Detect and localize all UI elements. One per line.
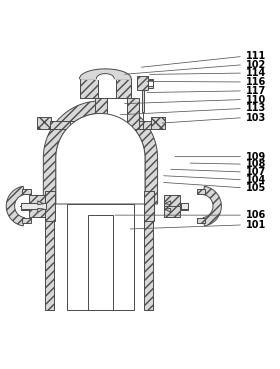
Bar [50, 121, 151, 129]
Bar [148, 80, 153, 86]
Bar [45, 204, 55, 310]
Bar [88, 215, 113, 310]
Bar [179, 203, 188, 210]
Text: 110: 110 [246, 94, 266, 104]
Text: 103: 103 [246, 113, 266, 123]
Bar [98, 79, 116, 97]
Bar [21, 203, 46, 210]
Text: 106: 106 [246, 210, 266, 220]
Bar [197, 218, 206, 223]
Text: 116: 116 [246, 77, 266, 87]
Bar [164, 206, 179, 217]
Text: 102: 102 [246, 60, 266, 70]
Polygon shape [38, 201, 44, 205]
Bar [22, 189, 31, 194]
Bar [37, 117, 51, 129]
Bar [95, 97, 107, 129]
Text: 111: 111 [246, 51, 266, 61]
Text: 113: 113 [246, 103, 266, 113]
Bar [151, 117, 165, 129]
Bar [144, 204, 153, 310]
Bar [80, 79, 131, 97]
Bar [144, 192, 154, 221]
Bar [67, 204, 134, 310]
Bar [197, 189, 206, 194]
Bar [107, 97, 127, 129]
Text: 101: 101 [246, 220, 266, 230]
Polygon shape [203, 186, 221, 226]
Bar [137, 76, 148, 90]
Polygon shape [165, 208, 171, 212]
Bar [181, 203, 188, 210]
Bar [21, 203, 29, 210]
Text: 104: 104 [246, 175, 266, 185]
Bar [22, 218, 31, 223]
Polygon shape [165, 201, 171, 205]
Polygon shape [56, 113, 145, 204]
Polygon shape [43, 101, 158, 204]
Text: 117: 117 [246, 86, 266, 96]
Text: 108: 108 [246, 159, 266, 169]
Text: 105: 105 [246, 183, 266, 193]
Bar [70, 121, 130, 129]
Bar [127, 97, 139, 129]
Polygon shape [38, 208, 44, 212]
Bar [148, 79, 153, 87]
Polygon shape [6, 186, 24, 226]
Text: 109: 109 [246, 152, 266, 162]
Bar [29, 195, 45, 206]
Bar [45, 192, 55, 221]
Bar [142, 90, 144, 112]
Text: 114: 114 [246, 68, 266, 78]
Bar [29, 206, 45, 217]
Bar [164, 195, 179, 206]
Text: 107: 107 [246, 167, 266, 177]
